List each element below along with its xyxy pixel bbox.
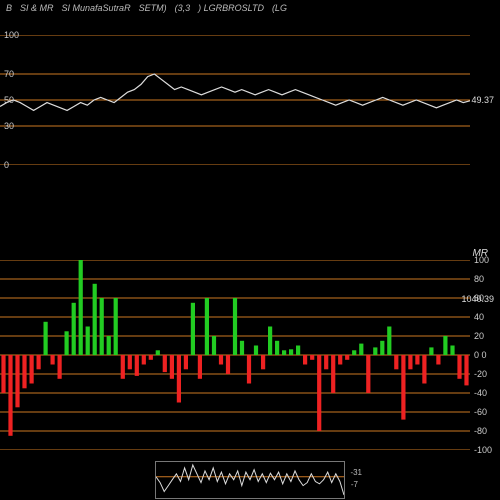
mini-value: -31 xyxy=(350,468,362,477)
bottom-axis-label: 100 xyxy=(474,255,489,265)
top-axis-label: 30 xyxy=(4,121,14,131)
rsi-last-value: 49.37 xyxy=(471,95,494,105)
mr-bar-chart xyxy=(0,260,470,450)
top-axis-label: 70 xyxy=(4,69,14,79)
top-axis-label: 50 xyxy=(4,95,14,105)
header-item: (LG xyxy=(272,3,287,13)
bottom-axis-label: 0 0 xyxy=(474,350,487,360)
mini-oscillator-chart: -31 -7 xyxy=(155,461,345,499)
top-axis-label: 0 xyxy=(4,160,9,170)
header-item: ) LGRBROSLTD xyxy=(198,3,264,13)
bottom-axis-label: -100 xyxy=(474,445,492,455)
price-value: 1040.39 xyxy=(461,294,494,304)
chart-header: B SI & MR SI MunafaSutraR SETM) (3,3 ) L… xyxy=(0,0,500,16)
header-item: B xyxy=(6,3,12,13)
bottom-axis-label: -80 xyxy=(474,426,487,436)
bottom-axis-label: 80 xyxy=(474,274,484,284)
rsi-line-chart xyxy=(0,35,470,165)
bottom-axis-label: -40 xyxy=(474,388,487,398)
bottom-axis-label: -60 xyxy=(474,407,487,417)
bottom-axis-label: 20 xyxy=(474,331,484,341)
header-item: (3,3 xyxy=(175,3,191,13)
header-item: SETM) xyxy=(139,3,167,13)
header-item: SI MunafaSutraR xyxy=(62,3,131,13)
bottom-axis-label: 40 xyxy=(474,312,484,322)
header-item: SI & MR xyxy=(20,3,54,13)
bottom-axis-label: -20 xyxy=(474,369,487,379)
mini-sub-value: -7 xyxy=(351,480,358,489)
top-axis-label: 100 xyxy=(4,30,19,40)
